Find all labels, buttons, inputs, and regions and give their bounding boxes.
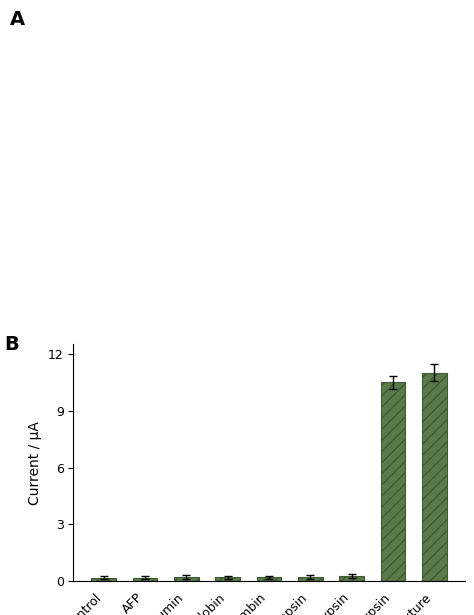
Text: B: B — [5, 335, 19, 354]
Bar — [174, 577, 199, 581]
Bar — [256, 577, 282, 581]
Bar — [91, 577, 116, 581]
Bar — [381, 383, 405, 581]
Bar — [339, 576, 364, 581]
Bar — [133, 577, 157, 581]
Bar — [215, 577, 240, 581]
Bar — [422, 373, 447, 581]
Bar — [298, 577, 323, 581]
Text: A: A — [9, 10, 25, 29]
Y-axis label: Current / μA: Current / μA — [28, 421, 43, 505]
